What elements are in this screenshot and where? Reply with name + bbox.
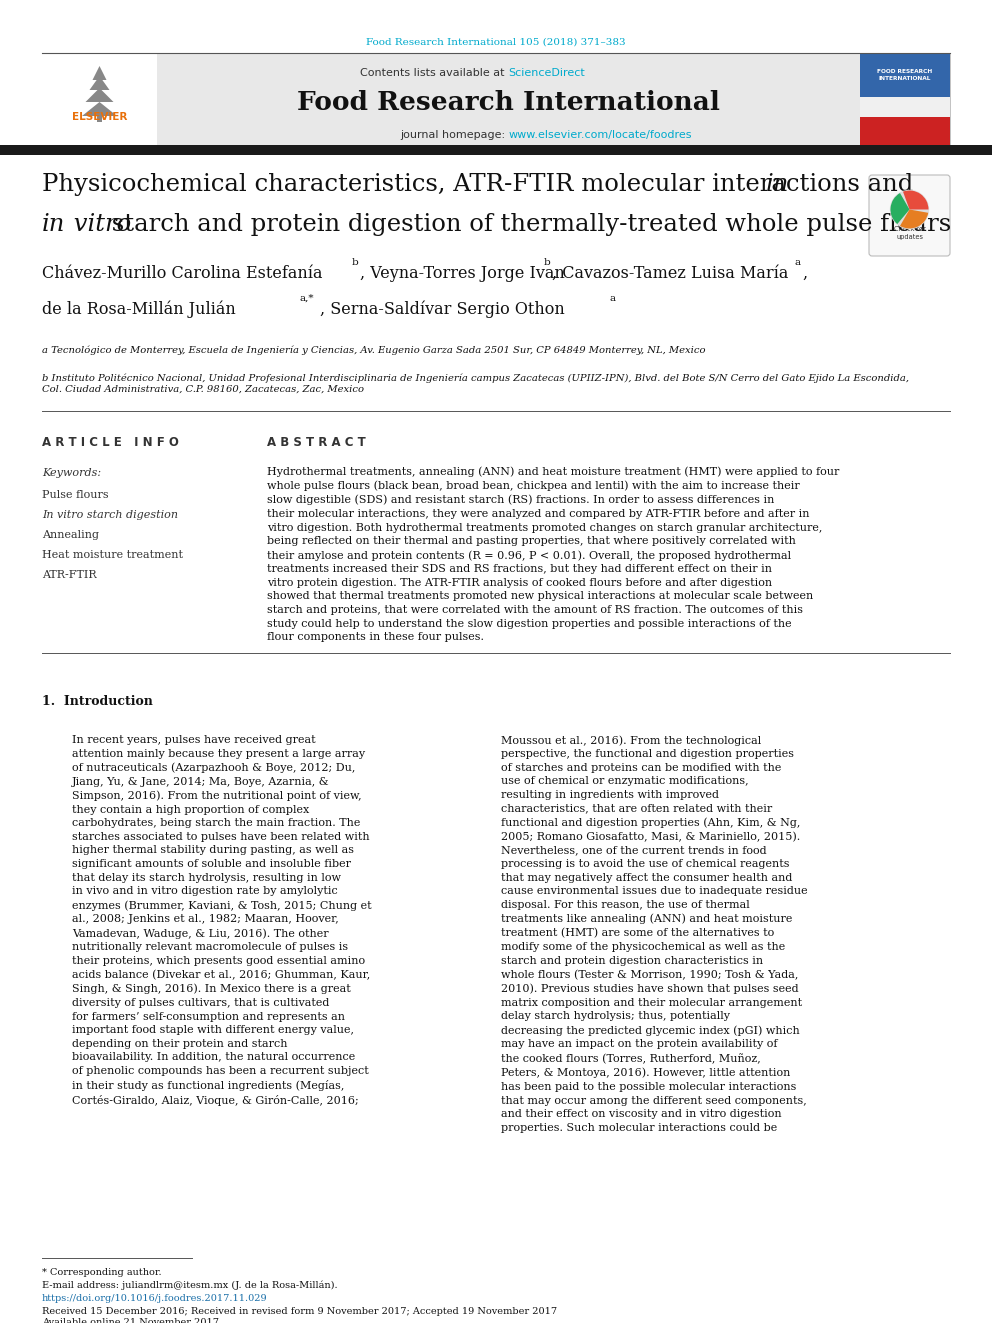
Bar: [860, 118, 950, 146]
Polygon shape: [92, 66, 106, 79]
Text: E-mail address: juliandlrm@itesm.mx (J. de la Rosa-Millán).: E-mail address: juliandlrm@itesm.mx (J. …: [42, 1279, 337, 1290]
Bar: [0, 146, 992, 155]
Text: in: in: [42, 213, 65, 235]
Text: Keywords:: Keywords:: [42, 468, 101, 478]
Text: a: a: [610, 294, 616, 303]
Text: In vitro starch digestion: In vitro starch digestion: [42, 509, 178, 520]
Text: in: in: [766, 173, 790, 196]
Text: ATR-FTIR: ATR-FTIR: [42, 570, 96, 579]
Text: Available online 21 November 2017: Available online 21 November 2017: [42, 1318, 219, 1323]
Text: Check for
updates: Check for updates: [894, 226, 926, 239]
Text: FOOD RESEARCH
INTERNATIONAL: FOOD RESEARCH INTERNATIONAL: [877, 70, 932, 81]
Polygon shape: [82, 102, 117, 116]
Text: b: b: [544, 258, 551, 267]
Text: , Veyna-Torres Jorge Ivan: , Veyna-Torres Jorge Ivan: [360, 265, 564, 282]
Text: Contents lists available at: Contents lists available at: [360, 67, 509, 78]
Text: Heat moisture treatment: Heat moisture treatment: [42, 550, 183, 560]
Text: b Instituto Politécnico Nacional, Unidad Profesional Interdisciplinaria de Ingen: b Instituto Politécnico Nacional, Unidad…: [42, 374, 909, 394]
Text: a,*: a,*: [299, 294, 313, 303]
Text: www.elsevier.com/locate/foodres: www.elsevier.com/locate/foodres: [509, 130, 692, 140]
Text: vitro: vitro: [65, 213, 131, 235]
Circle shape: [891, 191, 929, 229]
Text: ELSEVIER: ELSEVIER: [71, 112, 127, 122]
Text: Received 15 December 2016; Received in revised form 9 November 2017; Accepted 19: Received 15 December 2016; Received in r…: [42, 1307, 558, 1316]
Text: a: a: [794, 258, 801, 267]
Wedge shape: [903, 191, 929, 209]
Polygon shape: [85, 89, 113, 102]
Text: Pulse flours: Pulse flours: [42, 490, 109, 500]
Text: ,: ,: [802, 265, 807, 282]
Text: starch and protein digestion of thermally-treated whole pulse flours: starch and protein digestion of thermall…: [104, 213, 951, 235]
Wedge shape: [900, 209, 929, 229]
Text: A B S T R A C T: A B S T R A C T: [267, 437, 366, 448]
Text: , Cavazos-Tamez Luisa María: , Cavazos-Tamez Luisa María: [552, 265, 789, 282]
Bar: [860, 97, 950, 118]
Text: https://doi.org/10.1016/j.foodres.2017.11.029: https://doi.org/10.1016/j.foodres.2017.1…: [42, 1294, 268, 1303]
Text: Food Research International 105 (2018) 371–383: Food Research International 105 (2018) 3…: [366, 38, 626, 48]
FancyBboxPatch shape: [869, 175, 950, 255]
Text: de la Rosa-Millán Julián: de la Rosa-Millán Julián: [42, 302, 236, 319]
Text: Chávez-Murillo Carolina Estefanía: Chávez-Murillo Carolina Estefanía: [42, 265, 322, 282]
Bar: [157, 53, 860, 146]
Bar: [97, 114, 102, 122]
Polygon shape: [89, 75, 109, 90]
Bar: [860, 53, 950, 146]
Bar: [860, 53, 950, 97]
Text: Physicochemical characteristics, ATR-FTIR molecular interactions and: Physicochemical characteristics, ATR-FTI…: [42, 173, 921, 196]
Text: Moussou et al., 2016). From the technological
perspective, the functional and di: Moussou et al., 2016). From the technolo…: [501, 736, 807, 1132]
Text: Food Research International: Food Research International: [297, 90, 720, 115]
Text: A R T I C L E   I N F O: A R T I C L E I N F O: [42, 437, 179, 448]
Text: b: b: [352, 258, 359, 267]
Text: a Tecnológico de Monterrey, Escuela de Ingeniería y Ciencias, Av. Eugenio Garza : a Tecnológico de Monterrey, Escuela de I…: [42, 347, 705, 356]
Text: journal homepage:: journal homepage:: [400, 130, 509, 140]
Text: , Serna-Saldívar Sergio Othon: , Serna-Saldívar Sergio Othon: [320, 302, 564, 319]
Text: 1.  Introduction: 1. Introduction: [42, 695, 153, 708]
Text: Annealing: Annealing: [42, 531, 99, 540]
Text: In recent years, pulses have received great
attention mainly because they presen: In recent years, pulses have received gr…: [72, 736, 372, 1106]
Wedge shape: [891, 193, 910, 224]
Text: Hydrothermal treatments, annealing (ANN) and heat moisture treatment (HMT) were : Hydrothermal treatments, annealing (ANN)…: [267, 466, 839, 642]
Text: * Corresponding author.: * Corresponding author.: [42, 1267, 162, 1277]
Text: ScienceDirect: ScienceDirect: [509, 67, 585, 78]
Bar: [42, 53, 157, 146]
